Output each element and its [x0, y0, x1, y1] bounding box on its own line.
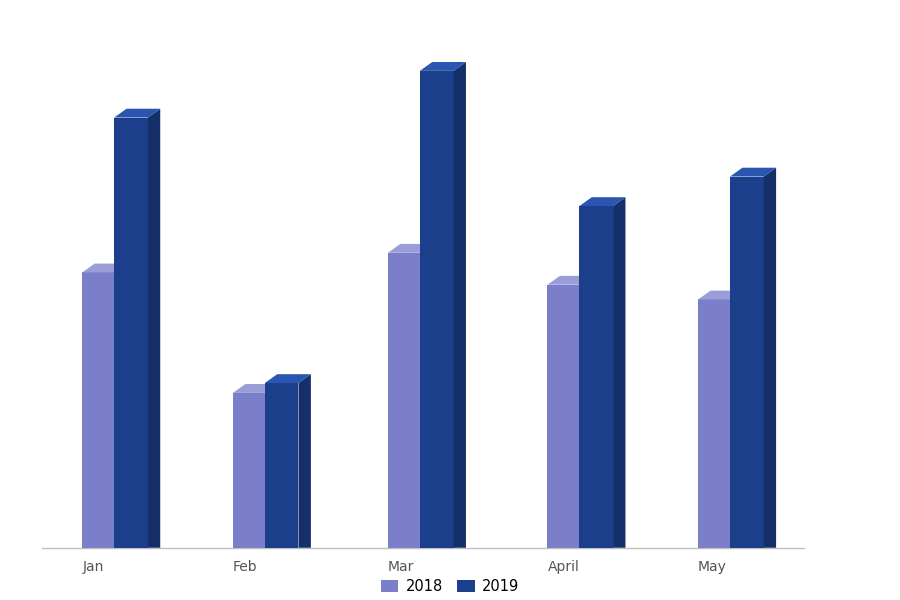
Polygon shape: [581, 276, 594, 548]
Polygon shape: [454, 62, 466, 548]
Polygon shape: [547, 276, 594, 285]
Polygon shape: [148, 109, 160, 548]
Polygon shape: [82, 263, 129, 272]
Legend: 2018, 2019: 2018, 2019: [376, 575, 524, 598]
Polygon shape: [265, 383, 299, 548]
Polygon shape: [580, 197, 626, 206]
Polygon shape: [388, 244, 434, 253]
Polygon shape: [114, 109, 160, 118]
Text: Jan: Jan: [82, 560, 104, 574]
Polygon shape: [698, 290, 744, 299]
Polygon shape: [730, 176, 764, 548]
Polygon shape: [116, 263, 129, 548]
Polygon shape: [580, 206, 613, 548]
Polygon shape: [698, 299, 732, 548]
Polygon shape: [82, 272, 116, 548]
Polygon shape: [732, 290, 744, 548]
Polygon shape: [420, 71, 454, 548]
Polygon shape: [764, 168, 776, 548]
Polygon shape: [613, 197, 626, 548]
Polygon shape: [420, 62, 466, 71]
Polygon shape: [233, 393, 266, 548]
Text: Feb: Feb: [233, 560, 257, 574]
Polygon shape: [266, 384, 279, 548]
Text: May: May: [698, 560, 727, 574]
Polygon shape: [547, 285, 581, 548]
Polygon shape: [265, 374, 310, 383]
Polygon shape: [233, 384, 279, 393]
Text: April: April: [547, 560, 580, 574]
Polygon shape: [421, 244, 434, 548]
Text: Mar: Mar: [388, 560, 414, 574]
Polygon shape: [299, 374, 310, 548]
Polygon shape: [730, 168, 776, 176]
Polygon shape: [114, 118, 148, 548]
Polygon shape: [388, 253, 421, 548]
